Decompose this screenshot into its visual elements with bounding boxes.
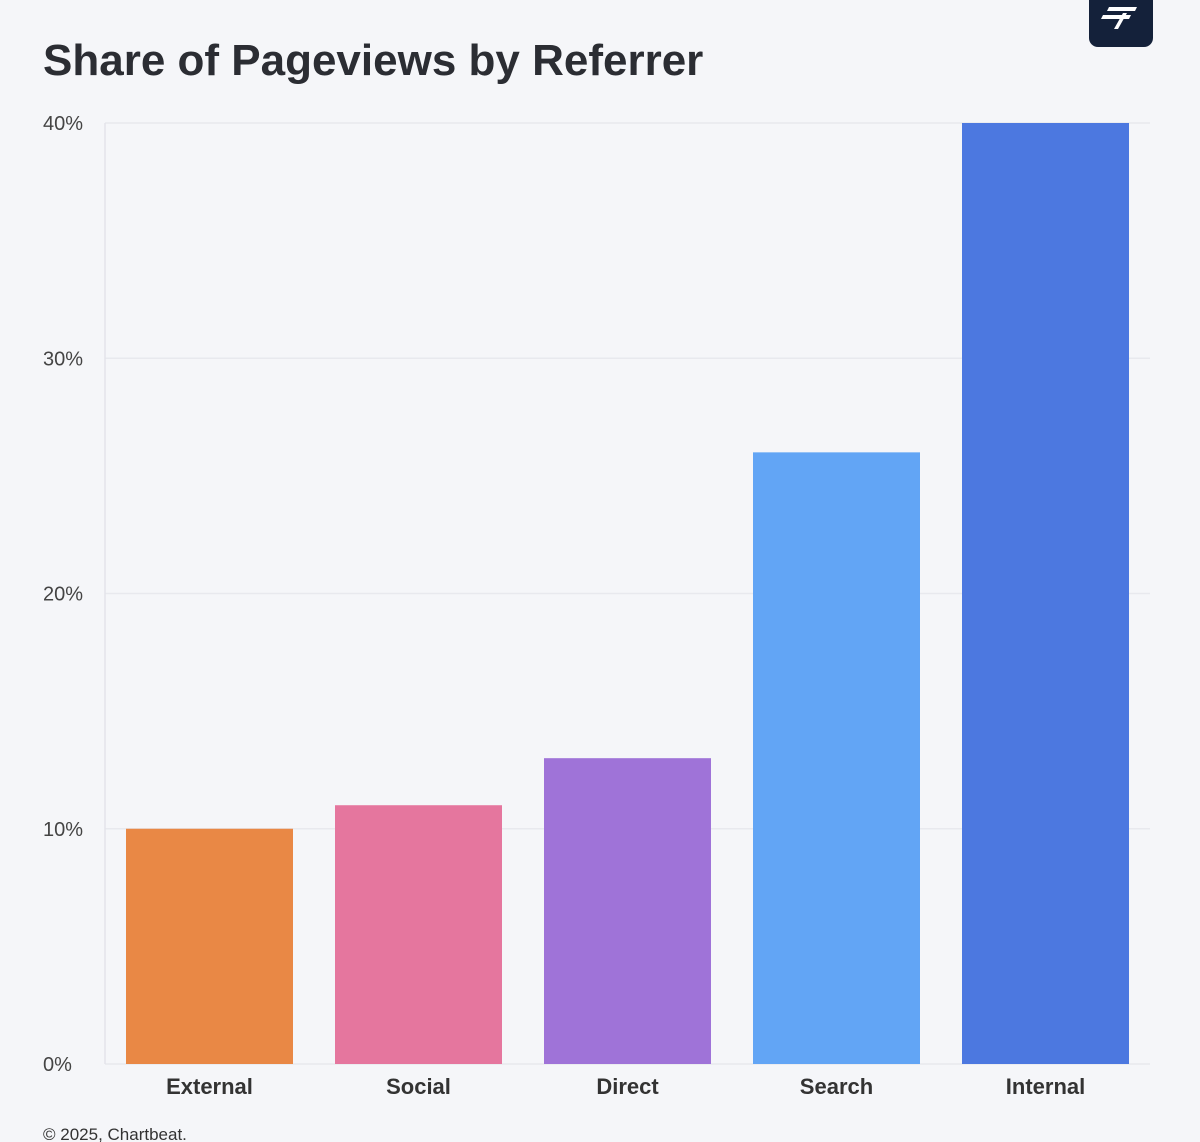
y-tick-label: 20% — [43, 584, 83, 606]
bar — [126, 828, 293, 1064]
x-tick-label: Social — [386, 1074, 451, 1099]
x-tick-label: Internal — [1006, 1074, 1085, 1099]
bar — [544, 758, 711, 1064]
x-tick-label: External — [166, 1074, 253, 1099]
y-tick-label: 0% — [43, 1054, 72, 1076]
copyright-footer: © 2025, Chartbeat. — [43, 1125, 187, 1142]
y-tick-label: 40% — [43, 113, 83, 135]
x-tick-label: Direct — [596, 1074, 659, 1099]
chartbeat-logo-icon — [1089, 0, 1153, 47]
bar — [753, 452, 920, 1065]
bar — [335, 805, 502, 1064]
chart-title: Share of Pageviews by Referrer — [43, 36, 704, 85]
y-tick-label: 10% — [43, 819, 83, 841]
y-tick-label: 30% — [43, 348, 83, 370]
x-tick-label: Search — [800, 1074, 873, 1099]
bar — [962, 123, 1129, 1064]
